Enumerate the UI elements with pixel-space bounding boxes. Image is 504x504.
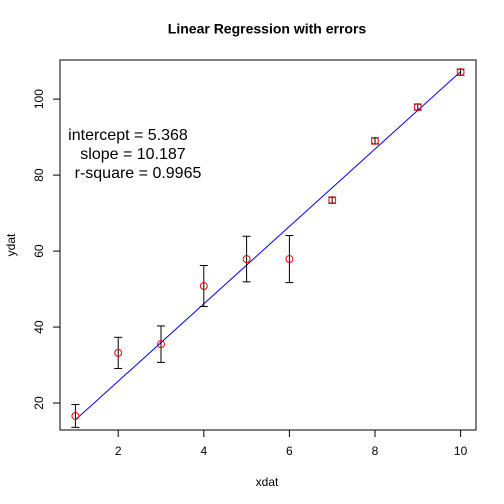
x-tick-label: 6 [286, 444, 293, 458]
x-tick-label: 10 [454, 444, 468, 458]
point [199, 282, 208, 291]
point [285, 255, 294, 264]
regression-line [75, 71, 461, 421]
point [413, 103, 422, 112]
chart-title: Linear Regression with errors [168, 21, 367, 37]
point [157, 340, 166, 349]
annotation: intercept = 5.368 [68, 127, 188, 144]
y-tick-label: 20 [32, 396, 46, 410]
y-tick-label: 40 [32, 320, 46, 334]
point [328, 196, 337, 205]
plot-frame [59, 59, 477, 431]
point [71, 411, 80, 420]
point [370, 136, 379, 145]
y-tick-label: 80 [32, 168, 46, 182]
point [242, 255, 251, 264]
y-tick-label: 100 [32, 89, 46, 109]
annotation: slope = 10.187 [80, 146, 186, 163]
point [456, 68, 465, 77]
x-axis-label: xdat [256, 475, 279, 489]
x-tick-label: 4 [200, 444, 207, 458]
x-tick-label: 8 [372, 444, 379, 458]
y-tick-label: 60 [32, 244, 46, 258]
x-tick-label: 2 [115, 444, 122, 458]
y-axis-label: ydat [4, 233, 18, 256]
annotation: r-square = 0.9965 [75, 165, 202, 182]
point [114, 348, 123, 357]
